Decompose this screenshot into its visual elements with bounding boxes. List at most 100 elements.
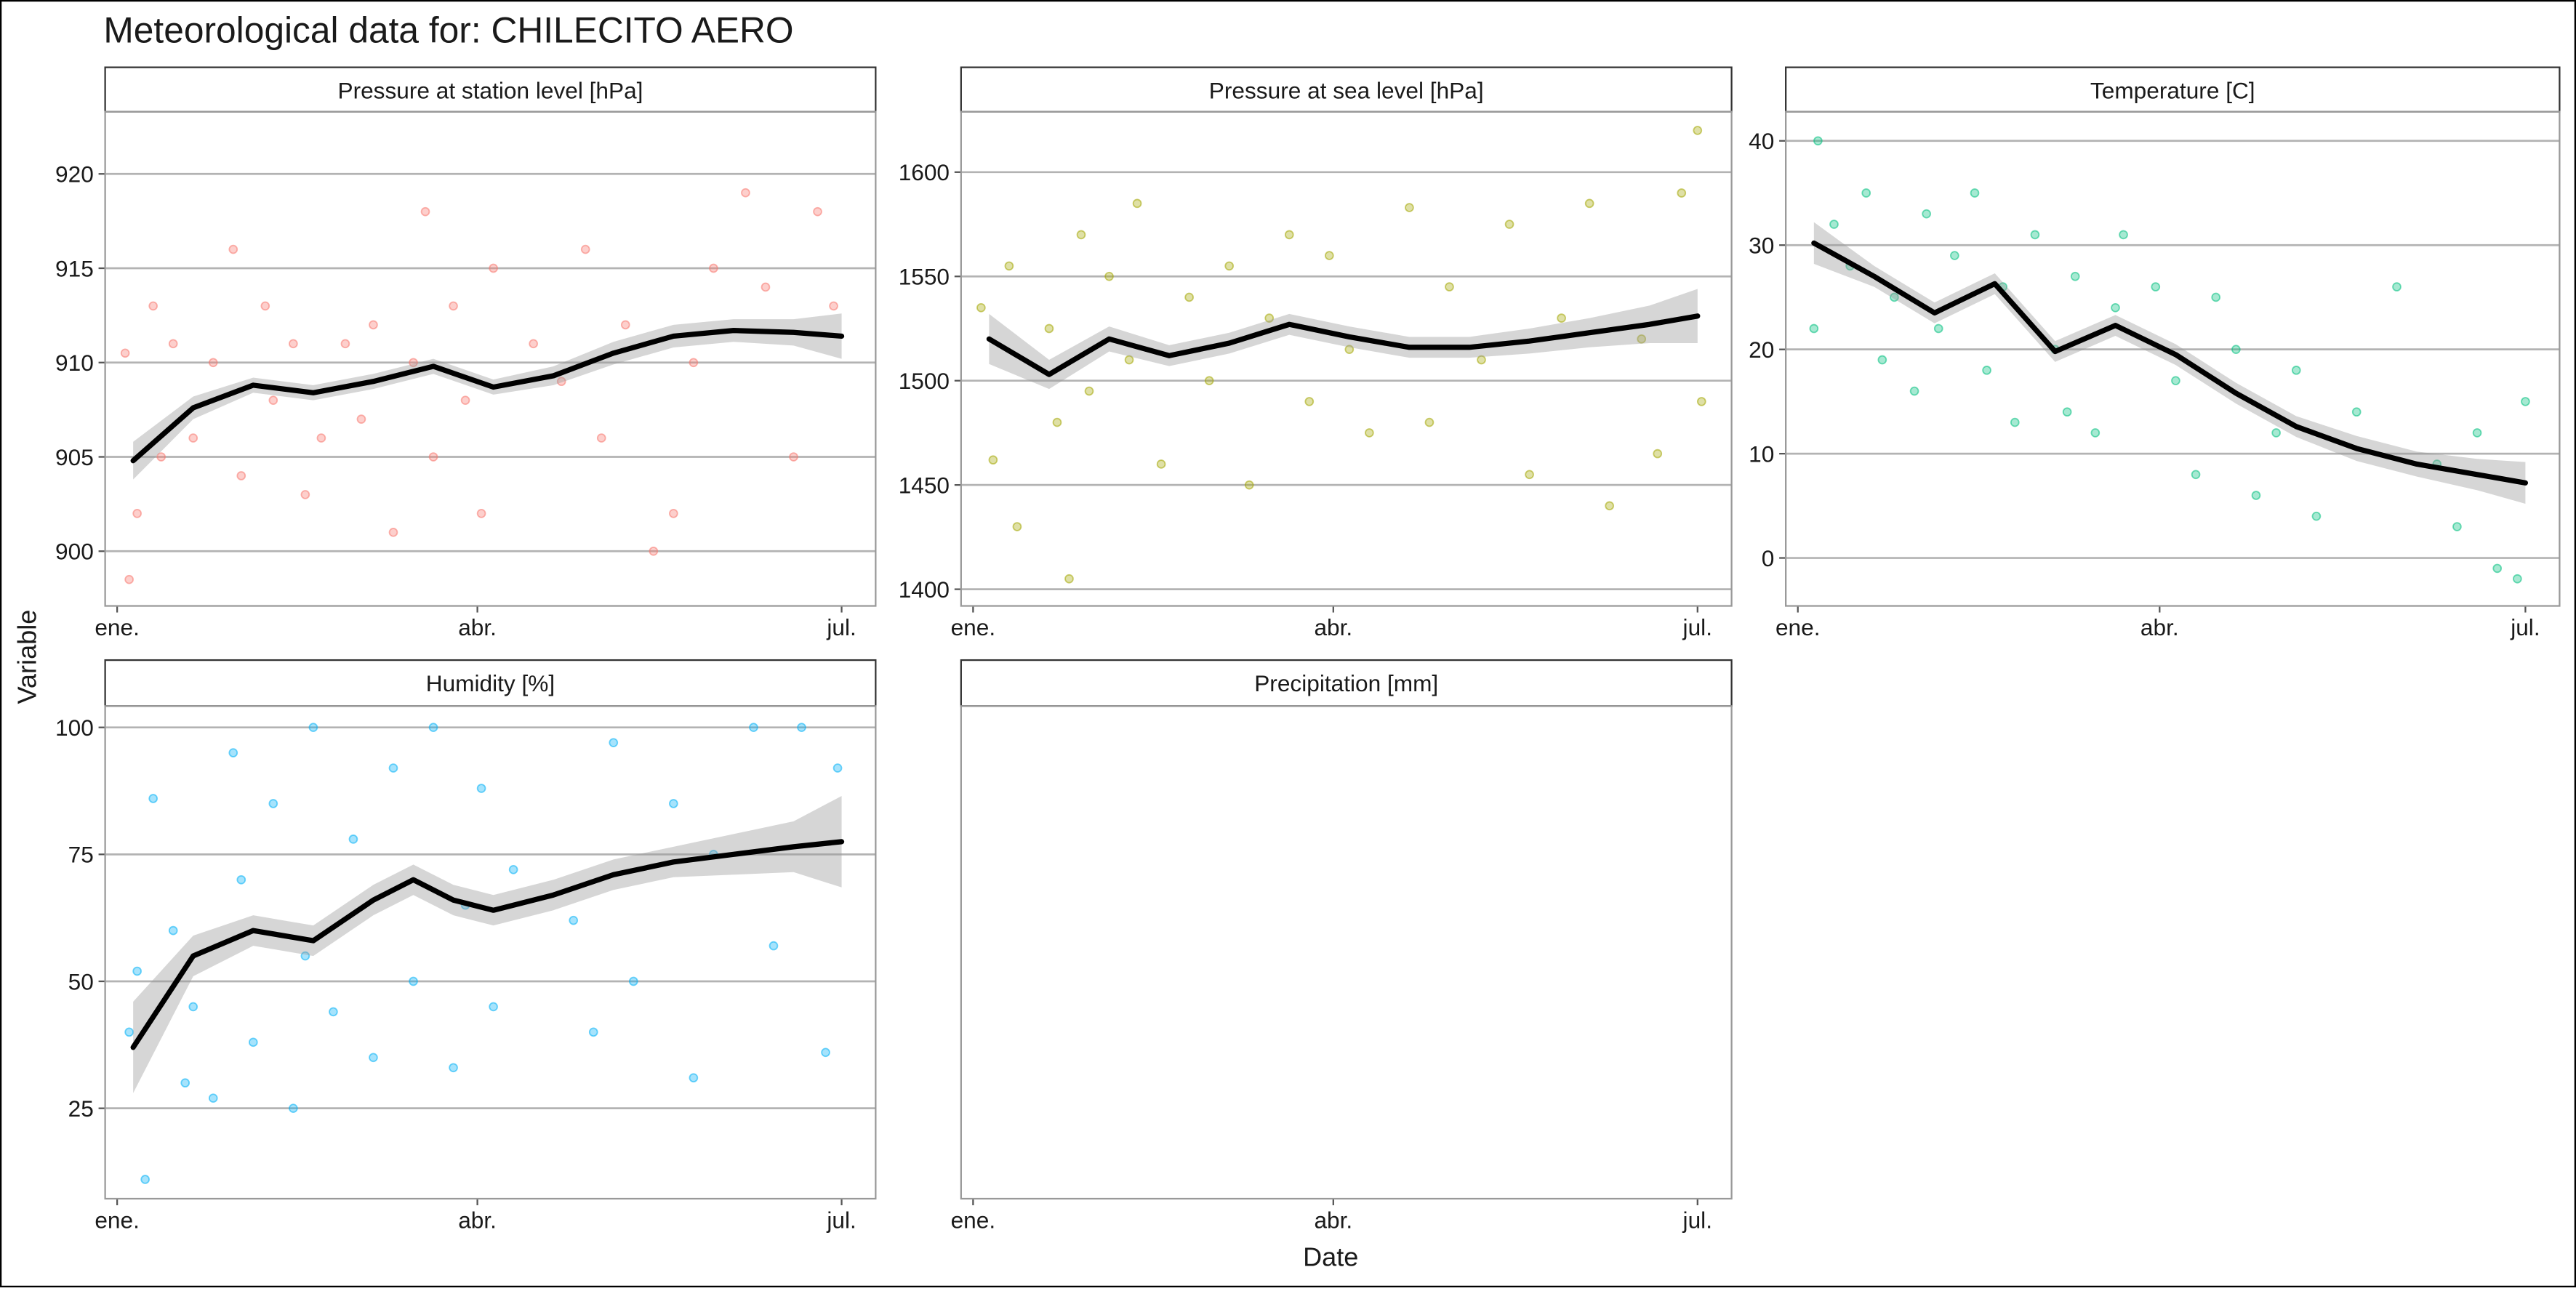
point — [188, 433, 198, 443]
smooth-line — [130, 839, 845, 1050]
point — [300, 951, 310, 961]
point — [340, 339, 350, 349]
panel-border — [104, 705, 877, 1200]
point — [1156, 459, 1166, 469]
point — [508, 864, 518, 874]
point — [124, 574, 134, 584]
panel-border — [960, 705, 1733, 1200]
point — [2171, 376, 2180, 386]
point — [2030, 230, 2040, 240]
point — [628, 976, 638, 986]
x-tick-label: ene. — [95, 1207, 140, 1234]
point — [1809, 323, 1819, 334]
point — [2231, 345, 2241, 354]
point — [1950, 251, 1959, 260]
point — [248, 1037, 258, 1047]
point — [2111, 302, 2120, 313]
x-tick-label: ene. — [951, 1207, 996, 1234]
strip-title: Pressure at station level [hPa] — [337, 78, 643, 104]
y-tick-label: 1500 — [899, 368, 950, 394]
y-tick-label: 20 — [1749, 337, 1774, 363]
point — [132, 509, 142, 518]
point — [709, 263, 718, 273]
point — [476, 509, 486, 518]
point — [649, 546, 659, 556]
point — [1877, 355, 1887, 365]
confidence-band — [989, 289, 1698, 390]
point — [1445, 282, 1454, 291]
strip — [960, 66, 1733, 113]
panel-border — [960, 110, 1733, 607]
point — [356, 414, 366, 424]
point — [1584, 198, 1594, 209]
point — [556, 377, 566, 387]
point — [2191, 470, 2201, 480]
y-tick-label: 100 — [55, 715, 94, 741]
point — [489, 1002, 498, 1012]
point — [1344, 345, 1355, 354]
point — [132, 966, 142, 976]
point — [609, 738, 619, 747]
point — [1653, 449, 1663, 459]
smooth-line — [986, 313, 1701, 377]
point — [120, 348, 130, 358]
point — [2119, 230, 2128, 240]
point — [2090, 428, 2100, 438]
point — [348, 834, 358, 844]
y-tick-label: 0 — [1762, 545, 1775, 571]
point — [388, 528, 398, 537]
point — [596, 433, 606, 443]
point — [1224, 261, 1235, 271]
point — [689, 1073, 699, 1083]
point — [268, 395, 278, 405]
point — [2513, 574, 2522, 584]
point — [1304, 397, 1315, 406]
panel-background — [105, 111, 876, 606]
chart-title: Meteorological data for: CHILECITO AERO — [103, 10, 793, 51]
point — [669, 509, 678, 518]
confidence-band — [133, 795, 842, 1093]
y-tick-label: 1600 — [899, 159, 950, 185]
point — [228, 748, 238, 757]
x-tick-label: ene. — [951, 614, 996, 640]
point — [1264, 313, 1275, 323]
point — [1104, 271, 1114, 281]
x-tick-label: abr. — [458, 614, 497, 640]
point — [1696, 397, 1706, 406]
point — [1184, 292, 1194, 302]
point — [236, 874, 246, 885]
point — [1504, 220, 1514, 229]
y-tick-label: 1550 — [899, 264, 950, 290]
point — [1890, 292, 1899, 302]
point — [316, 433, 326, 443]
strip — [104, 66, 877, 113]
point — [2251, 491, 2261, 500]
point — [1557, 313, 1566, 323]
point — [821, 1047, 830, 1058]
point — [140, 1175, 150, 1184]
point — [689, 358, 699, 368]
point — [976, 302, 986, 313]
point — [620, 320, 630, 330]
strip — [960, 659, 1733, 707]
point — [1204, 376, 1214, 386]
strip — [104, 659, 877, 707]
point — [789, 452, 798, 462]
point — [449, 1063, 458, 1073]
point — [2070, 271, 2080, 281]
point — [388, 763, 398, 773]
point — [1044, 323, 1054, 334]
point — [1813, 136, 1823, 146]
point — [769, 941, 779, 951]
point — [813, 206, 822, 217]
point — [460, 395, 470, 405]
point — [1829, 220, 1839, 229]
point — [1132, 198, 1142, 209]
point — [1477, 355, 1486, 365]
point — [1284, 230, 1294, 240]
point — [2010, 417, 2020, 427]
point — [369, 1053, 378, 1063]
point — [2492, 563, 2503, 574]
point — [168, 925, 178, 936]
point — [761, 282, 771, 292]
